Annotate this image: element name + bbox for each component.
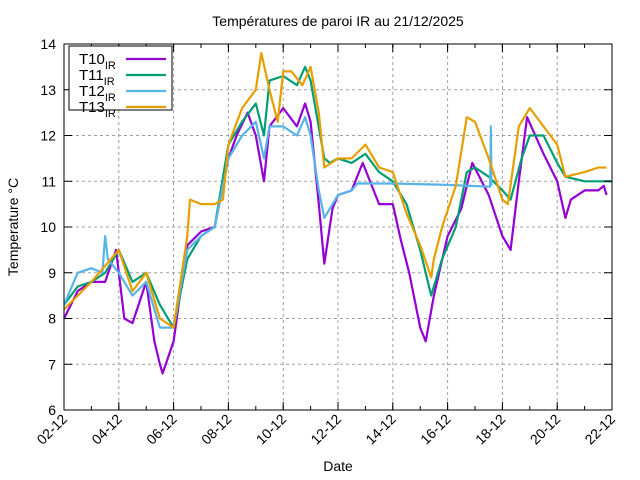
x-tick-label: 04-12: [88, 411, 125, 448]
x-tick-label: 08-12: [198, 411, 235, 448]
y-tick-label: 11: [41, 173, 56, 189]
series-line-t12: [62, 116, 493, 329]
x-tick-label: 14-12: [362, 411, 399, 448]
chart-title: Températures de paroi IR au 21/12/2025: [212, 13, 464, 29]
legend-label-subscript: IR: [105, 92, 116, 104]
legend-label-name: T12: [79, 83, 105, 100]
x-tick-label: 20-12: [527, 411, 564, 448]
series-lines: [62, 51, 612, 375]
legend-label: T11IR: [79, 67, 115, 88]
y-tick-label: 6: [48, 402, 56, 418]
legend-label: T10IR: [79, 51, 116, 72]
legend-label-name: T10: [79, 51, 105, 68]
grid: [64, 44, 612, 410]
y-tick-label: 7: [48, 356, 56, 372]
series-line-t10: [63, 102, 608, 375]
legend-box: [68, 45, 173, 111]
y-tick-label: 13: [40, 82, 56, 98]
legend-label-subscript: IR: [105, 108, 116, 120]
y-tick-label: 8: [48, 311, 56, 327]
x-tick-label: 16-12: [417, 411, 454, 448]
y-axis-label: Temperature °C: [5, 178, 21, 276]
y-tick-label: 12: [40, 128, 56, 144]
legend-label-subscript: IR: [104, 76, 115, 88]
y-tick-label: 10: [40, 219, 56, 235]
legend-label-subscript: IR: [105, 60, 116, 72]
x-tick-label: 10-12: [253, 411, 290, 448]
x-tick-label: 12-12: [307, 411, 344, 448]
series-line-t13: [63, 51, 607, 329]
legend-label-name: T11: [79, 67, 104, 84]
legend-label-name: T13: [79, 99, 105, 116]
x-axis-label: Date: [323, 458, 353, 474]
y-tick-label: 9: [48, 265, 56, 281]
x-tick-label: 22-12: [581, 411, 618, 448]
y-tick-label: 14: [40, 36, 56, 52]
x-tick-label: 06-12: [143, 411, 180, 448]
legend-label: T13IR: [79, 99, 116, 120]
x-tick-label: 18-12: [472, 411, 509, 448]
legend-label: T12IR: [79, 83, 116, 104]
